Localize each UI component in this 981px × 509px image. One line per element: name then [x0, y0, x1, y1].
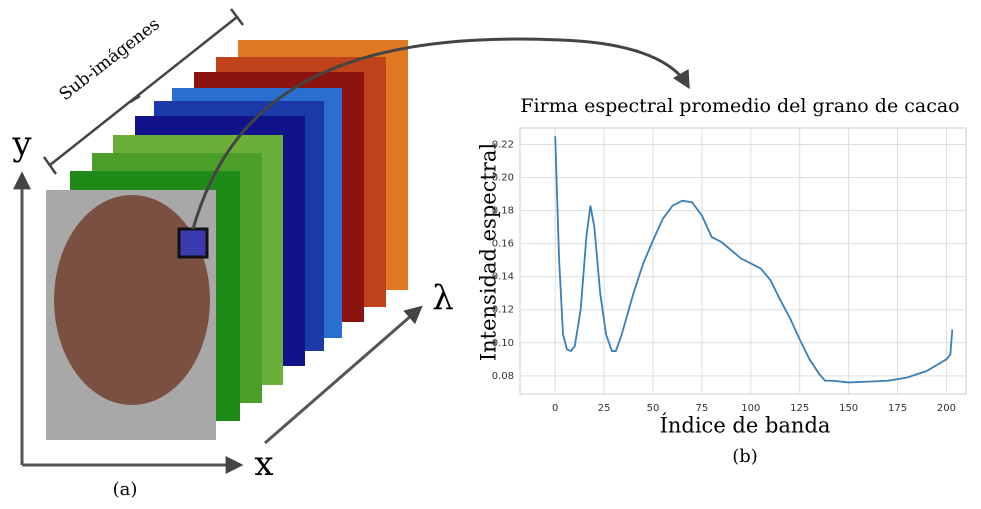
cacao-bean: [54, 195, 210, 405]
y-tick-label: 0.08: [492, 371, 514, 382]
lambda-label: λ: [432, 278, 454, 318]
x-tick-label: 50: [647, 403, 660, 414]
x-tick-label: 100: [741, 403, 760, 414]
x-tick-label: 150: [839, 403, 858, 414]
y-tick-label: 0.20: [492, 173, 514, 184]
x-axis-title: Índice de banda: [660, 414, 831, 438]
y-tick-label: 0.16: [492, 239, 514, 250]
spectral-line: [554, 136, 954, 384]
lambda-arrow: [264, 305, 423, 445]
x-tick-label: 200: [937, 403, 956, 414]
plot-frame: [519, 127, 967, 395]
y-tick-label: 0.22: [492, 140, 514, 151]
y-tick-label: 0.12: [492, 305, 514, 316]
y-axis-title: Intensidad espectral: [477, 143, 501, 362]
sub-images-label: Sub-imágenes: [56, 14, 164, 105]
x-tick-label: 75: [696, 403, 709, 414]
y-tick-label: 0.14: [492, 272, 514, 283]
chart-title: Firma espectral promedio del grano de ca…: [520, 95, 959, 117]
x-label: x: [254, 444, 273, 484]
caption-a: (a): [113, 479, 138, 500]
link-arrow: [191, 37, 690, 230]
y-tick-label: 0.18: [492, 206, 514, 217]
hyperspectral-cube: [46, 40, 408, 440]
x-tick-label: 125: [790, 403, 809, 414]
caption-b: (b): [732, 446, 758, 467]
bracket: [42, 8, 244, 175]
y-tick-label: 0.10: [492, 338, 514, 349]
y-label: y: [11, 124, 32, 164]
x-tick-label: 25: [598, 403, 611, 414]
pixel-highlight: [177, 227, 209, 259]
x-tick-label: 0: [552, 403, 558, 414]
x-tick-label: 175: [888, 403, 907, 414]
